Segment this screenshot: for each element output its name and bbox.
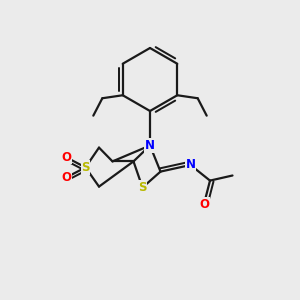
Text: S: S <box>81 161 90 174</box>
Text: N: N <box>185 158 196 172</box>
Text: O: O <box>199 197 209 211</box>
Text: O: O <box>61 151 71 164</box>
Text: N: N <box>145 139 155 152</box>
Text: S: S <box>138 181 147 194</box>
Text: O: O <box>61 171 71 184</box>
